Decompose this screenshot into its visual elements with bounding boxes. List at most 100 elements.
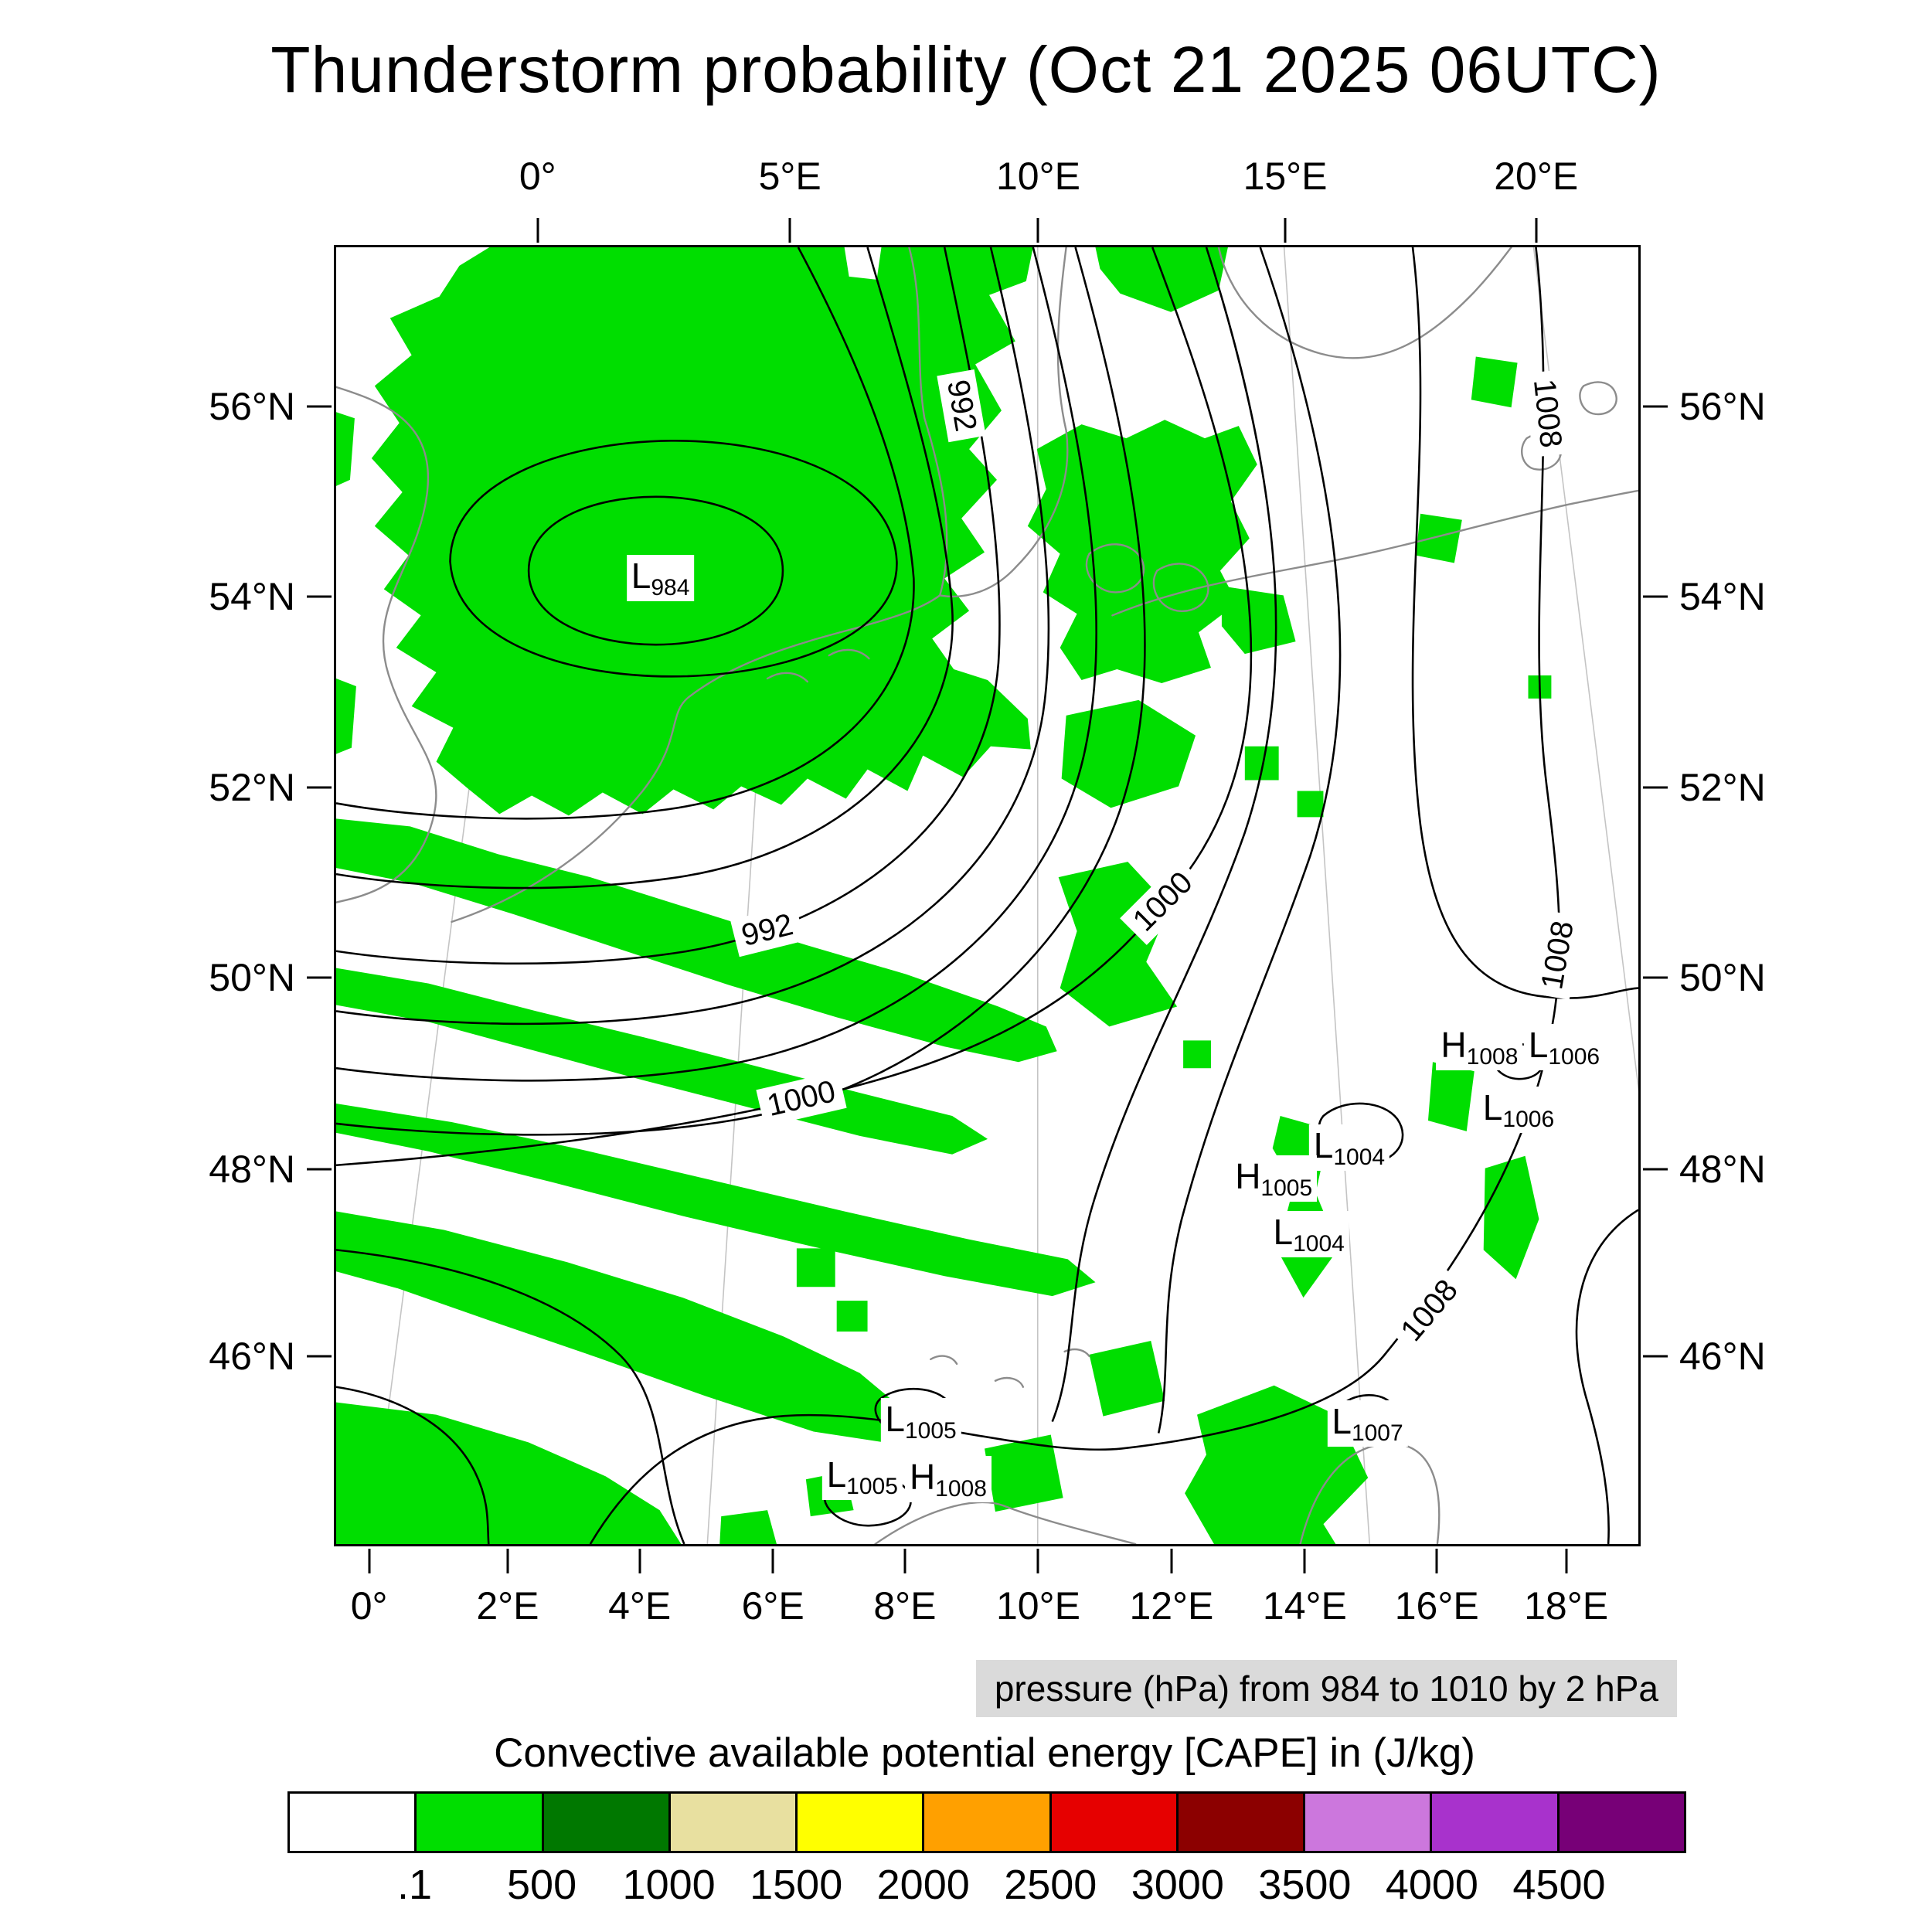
pressure-center-l1005: L1005 (880, 1397, 961, 1444)
axis-label-bottom: 6°E (741, 1584, 804, 1628)
axis-tick-bottom (903, 1549, 906, 1573)
axis-label-top: 20°E (1494, 155, 1579, 198)
pressure-center-l1005: L1005 (821, 1453, 903, 1500)
axis-label-left: 48°N (209, 1147, 295, 1191)
colorbar-tick-label: .1 (397, 1862, 433, 1908)
axis-tick-bottom (506, 1549, 509, 1573)
axis-label-right: 46°N (1679, 1335, 1766, 1379)
coastlines (336, 247, 1638, 1544)
axis-label-right: 48°N (1679, 1147, 1766, 1191)
pressure-center-value: 1005 (1260, 1175, 1313, 1201)
pressure-center-letter: H (1440, 1025, 1467, 1066)
pressure-center-value: 1008 (935, 1476, 987, 1502)
colorbar-cell (1175, 1794, 1304, 1851)
axis-tick-right (1643, 405, 1668, 408)
axis-label-top: 0° (519, 155, 556, 198)
pressure-center-value: 1005 (904, 1417, 957, 1444)
pressure-center-value: 1008 (1466, 1044, 1519, 1070)
axis-tick-top (788, 218, 791, 243)
axis-label-bottom: 18°E (1524, 1584, 1609, 1628)
axis-label-bottom: 4°E (608, 1584, 672, 1628)
axis-tick-left (307, 1355, 332, 1358)
axis-tick-right (1643, 1168, 1668, 1171)
axis-tick-bottom (771, 1549, 774, 1573)
pressure-center-l1007: L1007 (1327, 1400, 1408, 1447)
axis-label-bottom: 2°E (476, 1584, 539, 1628)
axis-tick-top (1284, 218, 1287, 243)
colorbar-cell (1049, 1794, 1176, 1851)
axis-tick-bottom (368, 1549, 371, 1573)
axis-tick-left (307, 595, 332, 598)
colorbar-cell (541, 1794, 668, 1851)
contour-label: 992 (937, 369, 986, 442)
pressure-center-value: 1004 (1293, 1230, 1345, 1257)
contour-label: 1000 (1120, 859, 1206, 946)
contour-label: 1008 (1388, 1266, 1472, 1355)
pressure-center-letter: H (909, 1457, 936, 1498)
axis-tick-bottom (1435, 1549, 1438, 1573)
pressure-center-l1004: L1004 (1308, 1124, 1390, 1171)
pressure-center-letter: L (1528, 1025, 1549, 1066)
axis-tick-bottom (1170, 1549, 1173, 1573)
colorbar (287, 1791, 1686, 1853)
pressure-center-l1006: L1006 (1478, 1086, 1560, 1133)
map-canvas (336, 247, 1638, 1544)
axis-label-left: 54°N (209, 574, 295, 618)
colorbar-cell (668, 1794, 796, 1851)
colorbar-tick-label: 3000 (1131, 1862, 1224, 1908)
axis-label-left: 56°N (209, 384, 295, 428)
colorbar-tick-label: 2500 (1004, 1862, 1097, 1908)
colorbar-tick-label: 3500 (1258, 1862, 1352, 1908)
axis-tick-right (1643, 1355, 1668, 1358)
pressure-center-value: 984 (651, 574, 690, 600)
colorbar-cell (414, 1794, 542, 1851)
axis-tick-left (307, 976, 332, 979)
axis-label-right: 56°N (1679, 384, 1766, 428)
colorbar-title: Convective available potential energy [C… (494, 1730, 1475, 1776)
pressure-center-l984: L984 (626, 554, 695, 601)
colorbar-cell (922, 1794, 1049, 1851)
contour-label: 1008 (1531, 910, 1584, 1001)
axis-label-bottom: 14°E (1262, 1584, 1347, 1628)
axis-tick-bottom (1303, 1549, 1306, 1573)
pressure-center-value: 1006 (1548, 1044, 1600, 1070)
axis-tick-left (307, 405, 332, 408)
pressure-center-letter: L (826, 1454, 847, 1495)
map-area: 992 992 1000 1000 1008 1008 1008 L984 H1008 L1006… (209, 155, 1765, 1628)
colorbar-tick-label: 1000 (622, 1862, 716, 1908)
pressure-center-letter: L (885, 1398, 905, 1439)
axis-label-left: 50°N (209, 956, 295, 1000)
colorbar-cell (1430, 1794, 1557, 1851)
contour-label: 1000 (755, 1071, 847, 1128)
axis-label-bottom: 0° (350, 1584, 388, 1628)
pressure-center-l1006: L1006 (1523, 1024, 1605, 1071)
axis-label-right: 50°N (1679, 956, 1766, 1000)
axis-label-bottom: 8°E (873, 1584, 937, 1628)
pressure-center-letter: L (1273, 1211, 1294, 1252)
map-label-overlay: 992 992 1000 1000 1008 1008 1008 L984 H1008 L1006… (336, 247, 1638, 1544)
axis-label-left: 46°N (209, 1335, 295, 1379)
pressure-center-value: 1004 (1333, 1144, 1386, 1170)
contour-label: 1008 (1523, 369, 1571, 457)
colorbar-cell (290, 1794, 415, 1851)
pressure-center-value: 1006 (1502, 1106, 1555, 1132)
axis-tick-left (307, 1168, 332, 1171)
colorbar-cell (795, 1794, 923, 1851)
pressure-center-letter: L (1332, 1400, 1352, 1441)
pressure-center-h1008: H1008 (904, 1456, 992, 1503)
pressure-center-h1005: H1005 (1230, 1155, 1318, 1202)
axis-tick-right (1643, 976, 1668, 979)
chart-title: Thunderstorm probability (Oct 21 2025 06… (270, 33, 1662, 106)
axis-tick-bottom (1565, 1549, 1568, 1573)
axis-tick-top (536, 218, 539, 243)
cape-shading (336, 247, 1552, 1544)
colorbar-tick-label: 4500 (1512, 1862, 1606, 1908)
axis-label-bottom: 16°E (1394, 1584, 1479, 1628)
axis-label-right: 52°N (1679, 766, 1766, 810)
colorbar-tick-label: 2000 (876, 1862, 970, 1908)
colorbar-cell (1556, 1794, 1684, 1851)
pressure-center-value: 1007 (1351, 1420, 1403, 1446)
pressure-center-letter: L (631, 555, 651, 596)
axis-tick-top (1535, 218, 1538, 243)
axis-label-top: 5°E (758, 155, 821, 198)
